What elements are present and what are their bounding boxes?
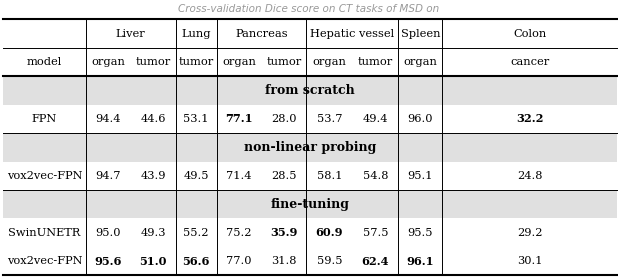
Text: 24.8: 24.8 (517, 171, 543, 181)
Text: 51.0: 51.0 (140, 255, 167, 267)
Text: Spleen: Spleen (400, 29, 440, 39)
Text: Pancreas: Pancreas (235, 29, 288, 39)
Text: 57.5: 57.5 (363, 228, 388, 238)
Text: 53.7: 53.7 (316, 114, 342, 124)
Text: 95.5: 95.5 (408, 228, 433, 238)
Text: 94.7: 94.7 (96, 171, 121, 181)
Text: SwinUNETR: SwinUNETR (8, 228, 81, 238)
Text: tumor: tumor (135, 57, 171, 67)
Text: 53.1: 53.1 (184, 114, 209, 124)
Text: cancer: cancer (510, 57, 549, 67)
Text: 77.1: 77.1 (225, 113, 253, 125)
Text: 55.2: 55.2 (184, 228, 209, 238)
Text: 28.5: 28.5 (271, 171, 297, 181)
Text: Lung: Lung (181, 29, 211, 39)
Text: 59.5: 59.5 (316, 256, 342, 266)
Text: FPN: FPN (32, 114, 57, 124)
Text: 96.1: 96.1 (407, 255, 434, 267)
Text: Colon: Colon (513, 29, 546, 39)
Text: 77.0: 77.0 (226, 256, 252, 266)
Bar (3, 76, 617, 105)
Text: 31.8: 31.8 (271, 256, 297, 266)
Text: organ: organ (222, 57, 256, 67)
Text: tumor: tumor (266, 57, 302, 67)
Text: tumor: tumor (179, 57, 214, 67)
Text: 29.2: 29.2 (517, 228, 543, 238)
Text: 56.6: 56.6 (182, 255, 210, 267)
Text: 96.0: 96.0 (408, 114, 433, 124)
Text: 95.6: 95.6 (95, 255, 122, 267)
Text: 44.6: 44.6 (140, 114, 166, 124)
Text: 49.4: 49.4 (363, 114, 388, 124)
Text: from scratch: from scratch (265, 84, 355, 97)
Text: 54.8: 54.8 (363, 171, 388, 181)
Text: 75.2: 75.2 (226, 228, 252, 238)
Text: organ: organ (312, 57, 346, 67)
Text: vox2vec-FPN: vox2vec-FPN (7, 256, 82, 266)
Bar (3, 133, 617, 162)
Text: 49.5: 49.5 (184, 171, 209, 181)
Text: Liver: Liver (116, 29, 146, 39)
Text: 32.2: 32.2 (516, 113, 543, 125)
Text: 94.4: 94.4 (96, 114, 121, 124)
Text: 58.1: 58.1 (316, 171, 342, 181)
Text: 95.0: 95.0 (96, 228, 121, 238)
Text: 30.1: 30.1 (517, 256, 543, 266)
Text: non-linear probing: non-linear probing (243, 141, 376, 154)
Text: Cross-validation Dice score on CT tasks of MSD on: Cross-validation Dice score on CT tasks … (179, 4, 439, 14)
Text: 35.9: 35.9 (270, 227, 297, 238)
Text: 60.9: 60.9 (316, 227, 343, 238)
Text: 62.4: 62.4 (362, 255, 389, 267)
Text: model: model (27, 57, 62, 67)
Text: vox2vec-FPN: vox2vec-FPN (7, 171, 82, 181)
Text: 71.4: 71.4 (226, 171, 252, 181)
Text: 43.9: 43.9 (140, 171, 166, 181)
Text: organ: organ (404, 57, 438, 67)
Text: 95.1: 95.1 (408, 171, 433, 181)
Text: 49.3: 49.3 (140, 228, 166, 238)
Text: Hepatic vessel: Hepatic vessel (310, 29, 394, 39)
Bar (3, 190, 617, 219)
Text: tumor: tumor (358, 57, 393, 67)
Text: 28.0: 28.0 (271, 114, 297, 124)
Text: fine-tuning: fine-tuning (271, 198, 349, 211)
Text: organ: organ (91, 57, 125, 67)
